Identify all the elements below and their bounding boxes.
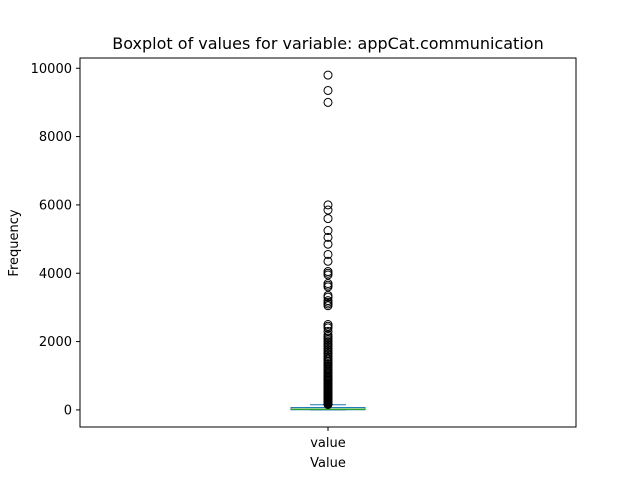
outlier-point bbox=[323, 296, 333, 306]
outlier-point bbox=[323, 321, 333, 331]
outlier-point bbox=[323, 226, 333, 236]
outlier-point bbox=[323, 320, 333, 329]
outlier-point bbox=[323, 267, 333, 277]
outlier-point bbox=[323, 85, 333, 95]
outlier-point bbox=[323, 70, 333, 80]
y-tick-label: 10000 bbox=[31, 62, 72, 77]
outlier-point bbox=[323, 279, 333, 288]
y-axis: 0 2000 4000 6000 8000 10000 bbox=[31, 62, 80, 418]
outlier-point bbox=[323, 97, 333, 107]
y-tick-label: 2000 bbox=[39, 335, 72, 350]
y-tick-label: 0 bbox=[64, 403, 72, 418]
outlier-point bbox=[323, 330, 333, 340]
y-tick-label: 8000 bbox=[39, 130, 72, 145]
outlier-point bbox=[323, 214, 333, 224]
y-axis-label: Frequency bbox=[7, 209, 22, 276]
outlier-point bbox=[323, 205, 333, 215]
outlier-point bbox=[323, 249, 333, 259]
outlier-point bbox=[323, 256, 333, 266]
outlier-point bbox=[323, 239, 333, 249]
x-tick-label: value bbox=[310, 436, 346, 451]
outlier-point bbox=[323, 268, 333, 278]
outlier-point bbox=[323, 232, 333, 242]
outlier-point bbox=[323, 290, 333, 300]
y-tick-label: 6000 bbox=[39, 198, 72, 213]
y-tick-label: 4000 bbox=[39, 267, 72, 282]
boxplot-marks bbox=[290, 70, 366, 411]
x-axis-label: Value bbox=[310, 456, 346, 471]
x-axis: value bbox=[310, 427, 346, 451]
plot-area-frame bbox=[79, 57, 577, 428]
outlier-point bbox=[323, 280, 333, 290]
outlier-point bbox=[323, 326, 333, 336]
outlier-point bbox=[323, 200, 333, 210]
chart-title: Boxplot of values for variable: appCat.c… bbox=[112, 34, 543, 53]
